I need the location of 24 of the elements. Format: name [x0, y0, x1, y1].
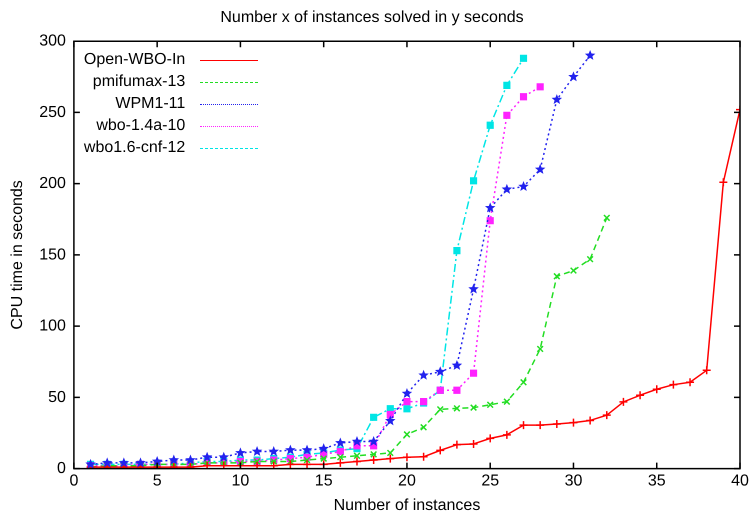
legend-label: wbo1.6-cnf-12 [84, 139, 186, 158]
y-tick-label: 0 [56, 460, 66, 478]
y-axis-title: CPU time in seconds [9, 180, 26, 330]
y-tick-label: 250 [39, 104, 66, 121]
legend-label: Open-WBO-In [84, 51, 186, 70]
legend-label: pmifumax-13 [92, 73, 186, 92]
y-tick-label: 100 [39, 318, 66, 335]
chart-title: Number x of instances solved in y seconds [220, 9, 524, 26]
x-tick-label: 5 [152, 472, 162, 490]
x-tick-label: 40 [731, 472, 749, 490]
x-tick-label: 20 [398, 472, 416, 490]
x-tick-label: 30 [564, 472, 582, 490]
y-tick-label: 150 [39, 246, 66, 264]
x-tick-label: 15 [314, 472, 333, 490]
y-tick-label: 300 [39, 32, 66, 50]
y-tick-label: 200 [39, 175, 66, 192]
x-axis-title: Number of instances [334, 496, 480, 514]
legend-label: WPM1-11 [115, 95, 186, 114]
x-tick-label: 0 [69, 472, 78, 490]
x-tick-label: 35 [648, 472, 666, 490]
x-tick-label: 10 [232, 472, 250, 490]
x-tick-label: 25 [481, 472, 500, 490]
legend-label: wbo-1.4a-10 [96, 117, 186, 136]
y-tick-label: 50 [48, 388, 66, 406]
